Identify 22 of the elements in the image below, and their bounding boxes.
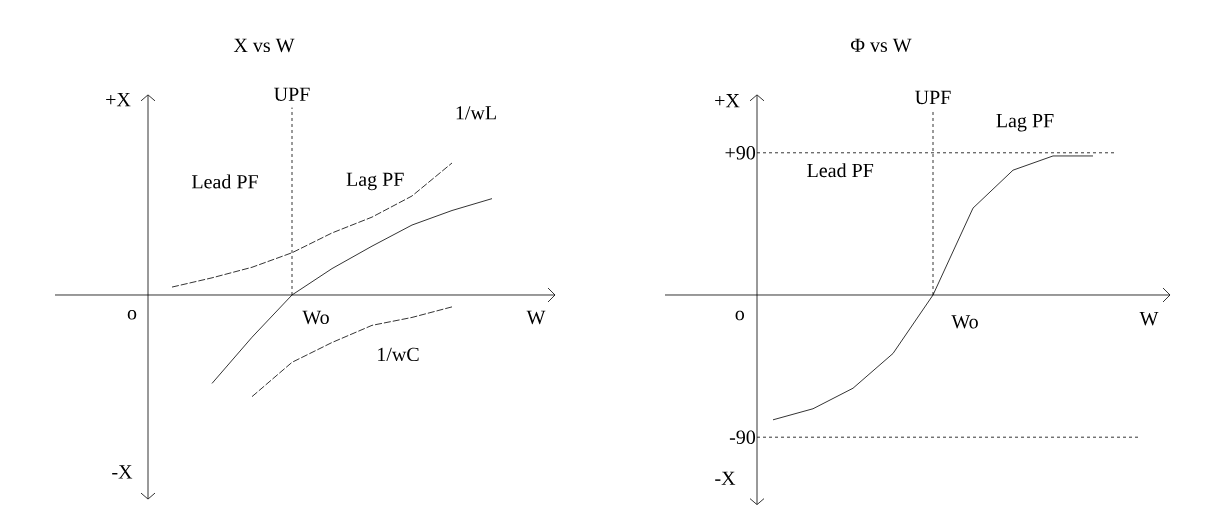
series-label: 1/wC bbox=[378, 347, 419, 362]
y-tick-label: +90 bbox=[725, 146, 756, 160]
text: +X bbox=[106, 93, 131, 107]
text: -X bbox=[112, 465, 133, 479]
text: o bbox=[127, 309, 137, 320]
annotation: Wo bbox=[302, 310, 329, 325]
x-axis-title: W bbox=[1139, 312, 1159, 326]
text: UPF bbox=[274, 87, 310, 101]
annotation: Lag PF bbox=[996, 114, 1054, 132]
annotation: Lead PF bbox=[191, 174, 258, 189]
annotation: UPF bbox=[915, 90, 951, 105]
text: 1/wL bbox=[456, 106, 496, 120]
x-axis-title: W bbox=[526, 310, 546, 325]
chart-title: X vs W bbox=[233, 38, 295, 53]
y-tick-label: -90 bbox=[729, 430, 756, 444]
text: -X bbox=[715, 471, 736, 485]
chart-title: Φ vs W bbox=[850, 38, 912, 53]
annotation: Wo bbox=[951, 315, 978, 329]
text: o bbox=[735, 310, 745, 321]
text: +X bbox=[715, 94, 740, 108]
annotation: Lead PF bbox=[807, 163, 874, 178]
annotation: Lag PF bbox=[346, 172, 404, 191]
